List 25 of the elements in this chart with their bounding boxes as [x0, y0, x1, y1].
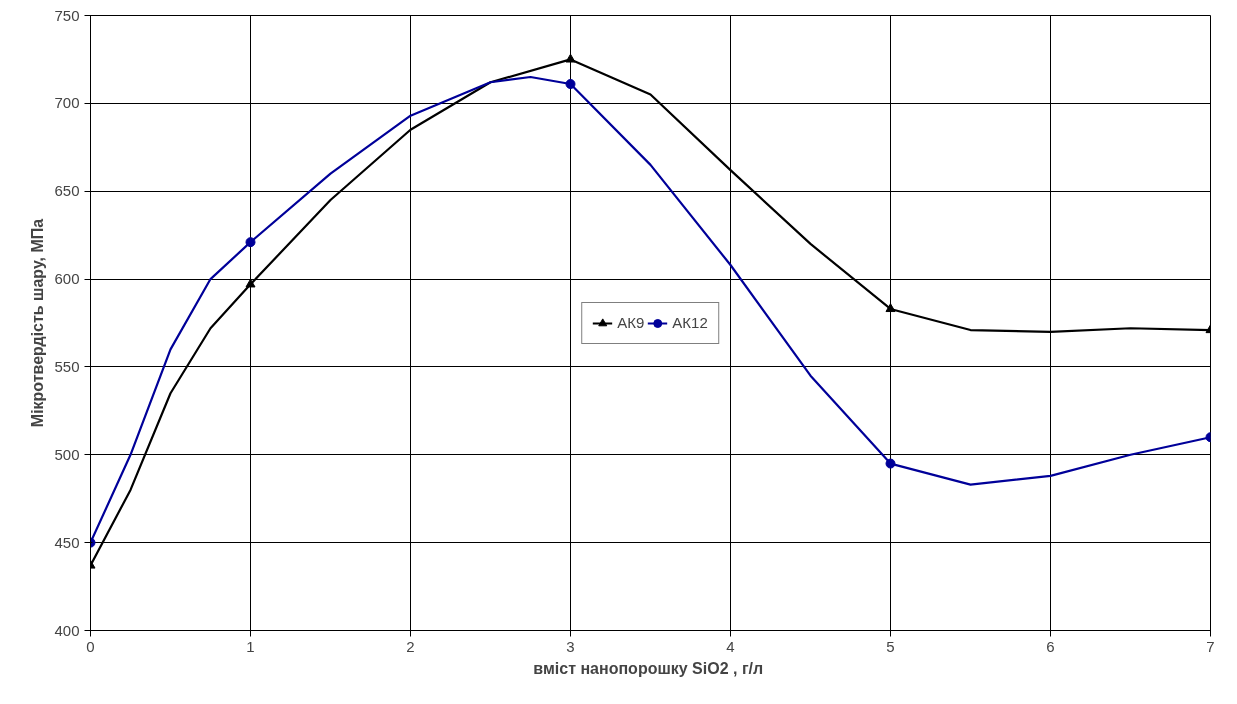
point — [245, 237, 256, 248]
y-axis-title: Мікротвердість шару, МПа — [29, 218, 47, 428]
point — [565, 79, 576, 90]
legend-label: АК12 — [672, 314, 708, 331]
y-tick-label: 400 — [54, 621, 80, 639]
point — [565, 53, 576, 63]
y-tick-label: 600 — [54, 270, 80, 288]
point — [885, 458, 896, 469]
x-tick-label: 7 — [1206, 637, 1215, 655]
x-tick-label: 0 — [86, 637, 95, 655]
x-tick-label: 2 — [406, 637, 415, 655]
x-tick-label: 5 — [886, 637, 895, 655]
x-tick-label: 6 — [1046, 637, 1055, 655]
y-tick-label: 750 — [54, 6, 80, 24]
x-tick-label: 3 — [566, 637, 575, 655]
legend-label: АК9 — [617, 314, 645, 331]
y-tick-label: 550 — [54, 357, 80, 375]
x-axis-title: вміст нанопорошку SiO2 , г/л — [533, 659, 764, 677]
x-tick-label: 4 — [726, 637, 735, 655]
point — [885, 303, 896, 313]
y-tick-label: 700 — [54, 94, 80, 112]
y-tick-label: 450 — [54, 533, 80, 551]
y-tick-label: 650 — [54, 182, 80, 200]
y-tick-label: 500 — [54, 445, 80, 463]
x-tick-label: 1 — [246, 637, 255, 655]
